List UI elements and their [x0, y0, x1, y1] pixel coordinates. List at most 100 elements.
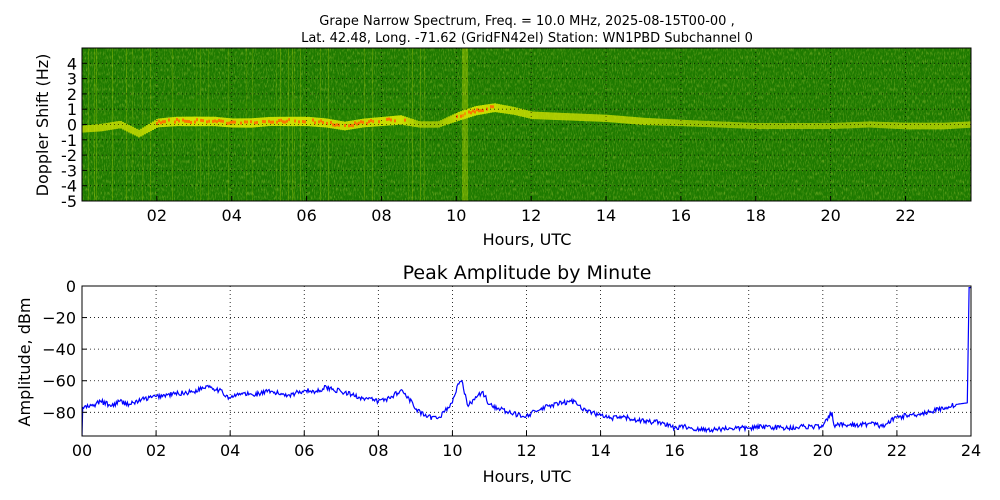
spectrogram-x-tick-label: 14	[596, 206, 616, 225]
spectrogram-core	[932, 122, 934, 130]
spectrogram-core	[136, 128, 138, 137]
amplitude-y-tick-label: −60	[42, 372, 76, 391]
spectrogram-core	[946, 122, 948, 130]
amplitude-x-tick-label: 04	[220, 441, 240, 460]
spectrogram-peak	[160, 121, 162, 125]
spectrogram-core	[104, 123, 106, 131]
spectrogram-core	[316, 117, 318, 127]
spectrogram-core	[514, 107, 516, 116]
spectrogram-core	[882, 121, 884, 129]
spectrogram-core	[638, 117, 640, 125]
spectrogram-core	[540, 111, 542, 120]
spectrogram-peak	[228, 121, 230, 125]
spectrogram-peak	[282, 120, 284, 124]
spectrogram-core	[786, 122, 788, 130]
spectrogram-core	[842, 122, 844, 129]
spectrogram-core	[380, 117, 382, 127]
spectrogram-core	[384, 116, 386, 126]
spectrogram-x-tick-label: 20	[820, 206, 840, 225]
spectrogram-core	[624, 116, 626, 124]
spectrogram-core	[692, 120, 694, 127]
spectrogram-core	[96, 124, 98, 132]
spectrogram-core	[500, 104, 502, 113]
spectrogram-core	[360, 119, 362, 128]
spectrogram-streak	[228, 48, 229, 201]
spectrogram-core	[274, 116, 276, 127]
spectrogram-core	[706, 120, 708, 128]
spectrogram-x-label: Hours, UTC	[483, 230, 572, 249]
spectrogram-core	[620, 115, 622, 124]
spectrogram-core	[516, 107, 518, 116]
spectrogram-core	[958, 121, 960, 129]
spectrogram-core	[552, 112, 554, 120]
spectrogram-core	[708, 120, 710, 128]
spectrogram-core	[886, 122, 888, 129]
amplitude-y-ticks: 0 −20 −40 −60 −80	[42, 277, 87, 422]
spectrogram-core	[130, 125, 132, 134]
spectrogram-core	[944, 122, 946, 130]
spectrogram-core	[204, 116, 206, 127]
spectrogram-core	[880, 121, 882, 129]
spectrogram-core	[124, 122, 126, 131]
spectrogram-core	[454, 113, 456, 123]
spectrogram-streak	[96, 48, 97, 201]
spectrogram-peak	[460, 114, 462, 118]
spectrogram-core	[110, 122, 112, 130]
spectrogram-y-tick-label: -2	[61, 146, 77, 165]
spectrogram-core	[892, 122, 894, 129]
spectrogram-core	[830, 122, 832, 130]
amplitude-plot-background	[82, 286, 971, 436]
spectrogram-core	[166, 117, 168, 127]
spectrogram-core	[814, 122, 816, 130]
spectrogram-core	[930, 122, 932, 130]
spectrogram-core	[912, 122, 914, 130]
spectrogram-core	[684, 119, 686, 127]
spectrogram-core	[252, 118, 254, 128]
spectrogram-core	[572, 113, 574, 121]
spectrogram-x-tick-label: 02	[147, 206, 167, 225]
spectrogram-peak	[352, 124, 354, 128]
spectrogram-streak	[200, 48, 201, 201]
spectrogram-peak	[474, 110, 476, 114]
spectrogram-peak	[468, 110, 470, 114]
spectrogram-core	[224, 117, 226, 127]
spectrogram-core	[558, 112, 560, 121]
spectrogram-peak	[482, 108, 484, 112]
spectrogram-core	[766, 122, 768, 130]
spectrogram-core	[798, 122, 800, 130]
spectrogram-peak	[478, 109, 480, 113]
spectrogram-core	[526, 110, 528, 118]
spectrogram-core	[680, 119, 682, 127]
spectrogram-peak	[394, 119, 396, 123]
spectrogram-core	[824, 122, 826, 130]
spectrogram-streak	[412, 48, 413, 201]
spectrogram-core	[858, 121, 860, 128]
spectrogram-core	[290, 116, 292, 127]
spectrogram-y-tick-label: 2	[67, 85, 77, 104]
spectrogram-core	[388, 116, 390, 126]
amplitude-x-tick-label: 06	[294, 441, 314, 460]
spectrogram-peak	[490, 105, 492, 109]
spectrogram-peak	[158, 119, 160, 123]
spectrogram-core	[556, 112, 558, 121]
spectrogram-core	[196, 116, 198, 127]
spectrogram-core	[956, 122, 958, 129]
spectrogram-peak	[200, 118, 202, 122]
amplitude-title: Peak Amplitude by Minute	[403, 262, 652, 284]
amplitude-x-tick-label: 12	[516, 441, 536, 460]
spectrogram-core	[650, 118, 652, 126]
spectrogram-core	[310, 117, 312, 127]
spectrogram-peak	[178, 119, 180, 123]
spectrogram-core	[108, 122, 110, 131]
spectrogram-core	[508, 105, 510, 115]
spectrogram-core	[868, 121, 870, 128]
spectrogram-core	[586, 113, 588, 122]
spectrogram-core	[704, 120, 706, 128]
spectrogram-core	[608, 114, 610, 123]
spectrogram-peak	[264, 120, 266, 124]
spectrogram-core	[850, 122, 852, 129]
spectrogram-peak	[176, 118, 178, 122]
spectrogram-core	[542, 112, 544, 120]
spectrogram-core	[928, 122, 930, 130]
spectrogram-x-tick-label: 10	[446, 206, 466, 225]
